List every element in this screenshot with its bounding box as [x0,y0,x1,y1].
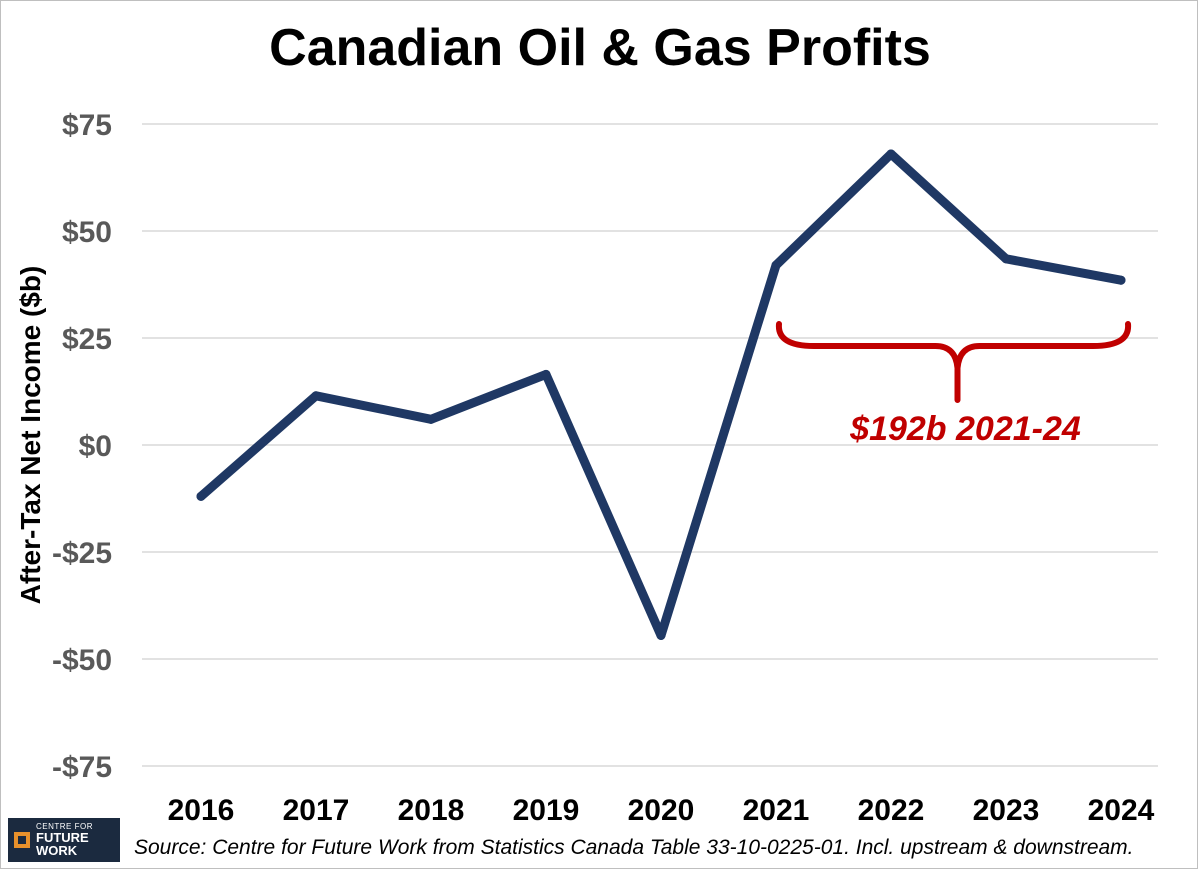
y-tick-label: $25 [62,323,112,356]
annotation-brace [775,321,1132,403]
data-point [311,391,321,401]
gridlines [142,123,1158,767]
series-line [196,149,1126,640]
data-point [1001,254,1011,264]
x-tick-label: 2017 [283,794,350,827]
y-tick-label: $75 [62,109,112,142]
series [196,149,1126,640]
x-tick-label: 2022 [858,794,925,827]
data-point [426,414,436,424]
y-axis-label: After-Tax Net Income ($b) [15,266,46,605]
data-point [886,149,896,159]
logo-text: CENTRE FOR FUTURE WORK [36,822,120,858]
x-axis-ticks: 2016 2017 2018 2019 2020 2021 2022 2023 2024 [168,794,1155,827]
data-point [771,260,781,270]
source-note: Source: Centre for Future Work from Stat… [134,836,1134,859]
data-point [656,630,666,640]
data-point [541,369,551,379]
y-tick-label: $50 [62,216,112,249]
x-tick-label: 2023 [973,794,1040,827]
x-tick-label: 2019 [513,794,580,827]
x-tick-label: 2024 [1088,794,1155,827]
centre-for-future-work-logo: CENTRE FOR FUTURE WORK [8,818,120,862]
logo-mark-icon [14,832,30,848]
y-tick-label: -$50 [52,644,112,677]
y-axis-ticks: $75 $50 $25 $0 -$25 -$50 -$75 [52,109,112,784]
logo-line1: CENTRE FOR [36,822,93,831]
x-tick-label: 2018 [398,794,465,827]
x-tick-label: 2020 [628,794,695,827]
x-tick-label: 2016 [168,794,235,827]
annotation-label: $192b 2021-24 [849,410,1081,448]
chart-title: Canadian Oil & Gas Profits [269,19,931,77]
x-tick-label: 2021 [743,794,810,827]
data-point [1116,275,1126,285]
y-tick-label: -$75 [52,751,112,784]
annotation: $192b 2021-24 [775,321,1132,448]
y-tick-label: -$25 [52,537,112,570]
data-point [196,491,206,501]
y-tick-label: $0 [79,430,112,463]
logo-line2: FUTURE WORK [36,830,89,858]
